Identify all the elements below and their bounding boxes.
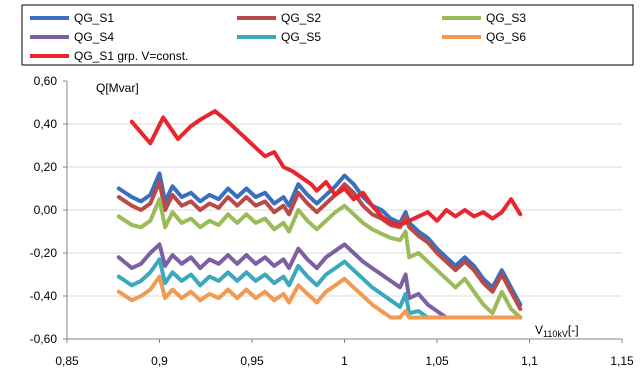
series-line-1 bbox=[116, 171, 523, 307]
legend: QG_S1 QG_S2 QG_S3 QG_S4 QG_S5 QG_S6 QG_S1 grp.… bbox=[21, 4, 634, 66]
legend-label-6: QG_S6 bbox=[486, 30, 526, 44]
x-axis-label-main: V bbox=[535, 323, 543, 337]
y-tick-label: -0,60 bbox=[30, 332, 58, 346]
legend-box bbox=[21, 4, 634, 66]
legend-label-7: QG_S1 grp. V=const. bbox=[74, 49, 188, 63]
y-axis-label: Q[Mvar] bbox=[96, 81, 139, 95]
x-tick-label: 0,95 bbox=[240, 354, 264, 368]
y-tick-label: 0,20 bbox=[34, 160, 58, 174]
x-tick-label: 0,9 bbox=[151, 354, 168, 368]
x-tick-label: 1,1 bbox=[521, 354, 538, 368]
x-axis-label-suffix: [-] bbox=[568, 323, 579, 337]
y-tick-label: -0,40 bbox=[30, 289, 58, 303]
y-tick-labels: 0,60 0,40 0,20 0,00 -0,20 -0,40 -0,60 bbox=[30, 74, 58, 346]
legend-label-2: QG_S2 bbox=[281, 11, 321, 25]
y-tick-label: 0,00 bbox=[34, 203, 58, 217]
axes bbox=[66, 81, 622, 340]
x-tick-label: 1 bbox=[341, 354, 348, 368]
x-tick-labels: 0,85 0,9 0,95 1 1,05 1,1 1,15 bbox=[55, 354, 634, 368]
series-line-2 bbox=[116, 180, 523, 311]
x-axis-label: V110kV[-] bbox=[535, 323, 579, 339]
series-line-3 bbox=[116, 197, 523, 320]
x-axis-label-subscript: 110kV bbox=[543, 329, 568, 339]
x-tick-label: 1,15 bbox=[610, 354, 634, 368]
x-tick-label: 0,85 bbox=[55, 354, 79, 368]
y-tick-label: 0,60 bbox=[34, 74, 58, 88]
legend-label-5: QG_S5 bbox=[281, 30, 321, 44]
legend-label-3: QG_S3 bbox=[486, 11, 526, 25]
series-lines bbox=[116, 109, 523, 320]
series-line-7 bbox=[129, 109, 523, 227]
x-tick-label: 1,05 bbox=[425, 354, 449, 368]
legend-label-4: QG_S4 bbox=[74, 30, 114, 44]
legend-label-1: QG_S1 bbox=[74, 11, 114, 25]
series-line-6 bbox=[116, 274, 523, 320]
y-tick-label: 0,40 bbox=[34, 117, 58, 131]
y-tick-label: -0,20 bbox=[30, 246, 58, 260]
